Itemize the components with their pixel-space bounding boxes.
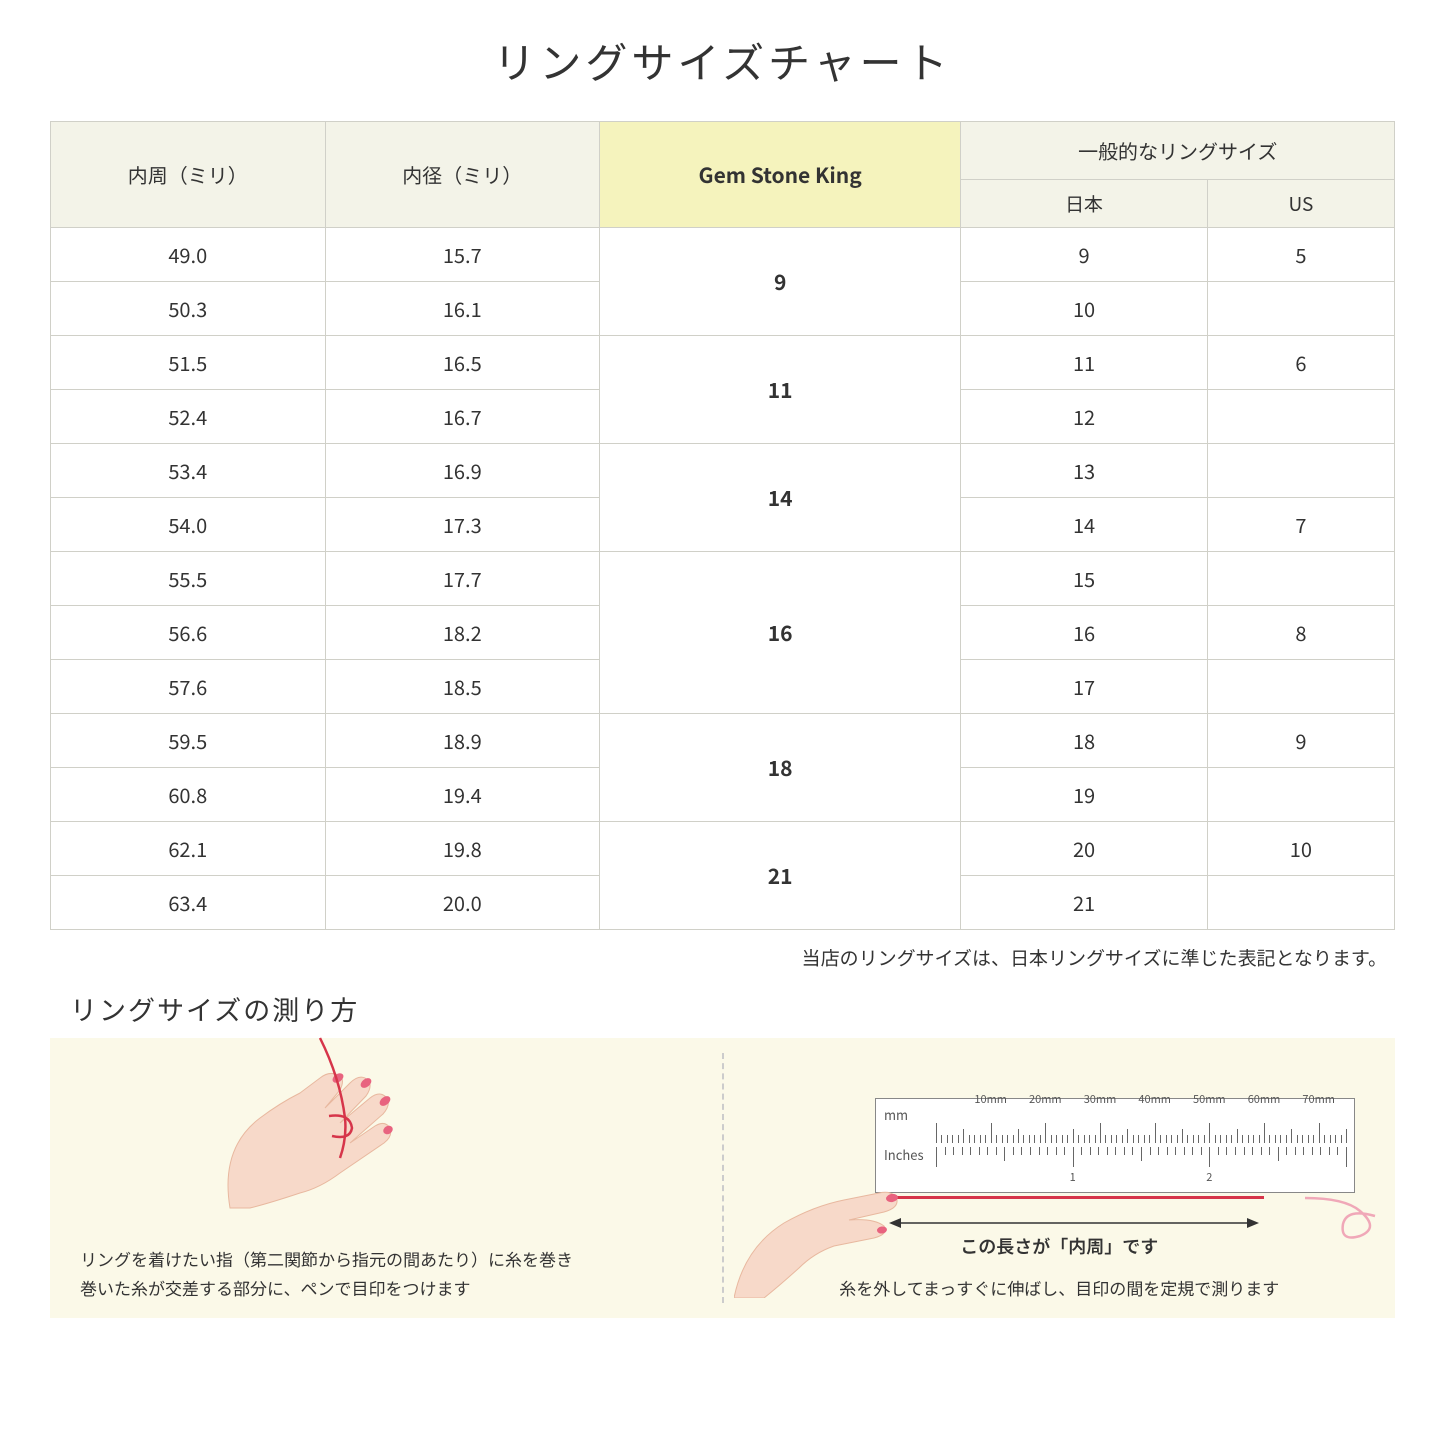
table-row: 53.416.91413	[51, 444, 1395, 498]
cell-circumference: 50.3	[51, 282, 326, 336]
header-diameter: 内径（ミリ）	[325, 122, 600, 228]
cell-us: 6	[1207, 336, 1394, 390]
measurement-arrow	[889, 1213, 1259, 1233]
hand-illustration-1	[190, 1028, 470, 1218]
cell-diameter: 16.1	[325, 282, 600, 336]
cell-diameter: 17.3	[325, 498, 600, 552]
cell-us: 7	[1207, 498, 1394, 552]
cell-circumference: 55.5	[51, 552, 326, 606]
cell-us	[1207, 660, 1394, 714]
cell-japan: 21	[961, 876, 1208, 930]
cell-diameter: 16.7	[325, 390, 600, 444]
cell-japan: 18	[961, 714, 1208, 768]
table-row: 62.119.8212010	[51, 822, 1395, 876]
cell-japan: 13	[961, 444, 1208, 498]
header-gsk: Gem Stone King	[600, 122, 961, 228]
cell-gsk: 21	[600, 822, 961, 930]
cell-diameter: 20.0	[325, 876, 600, 930]
howto-step-2: mm Inches 10mm20mm30mm40mm50mm60mm70mm 1…	[724, 1038, 1396, 1318]
cell-circumference: 51.5	[51, 336, 326, 390]
ruler-in-label: Inches	[884, 1145, 924, 1164]
cell-japan: 9	[961, 228, 1208, 282]
table-row: 49.015.7995	[51, 228, 1395, 282]
cell-circumference: 52.4	[51, 390, 326, 444]
header-circumference: 内周（ミリ）	[51, 122, 326, 228]
header-japan: 日本	[961, 180, 1208, 228]
cell-circumference: 63.4	[51, 876, 326, 930]
page-title: リングサイズチャート	[50, 30, 1395, 91]
cell-us	[1207, 282, 1394, 336]
cell-diameter: 19.8	[325, 822, 600, 876]
cell-japan: 19	[961, 768, 1208, 822]
table-row: 59.518.918189	[51, 714, 1395, 768]
cell-us: 10	[1207, 822, 1394, 876]
header-general: 一般的なリングサイズ	[961, 122, 1395, 180]
cell-gsk: 18	[600, 714, 961, 822]
table-row: 55.517.71615	[51, 552, 1395, 606]
cell-circumference: 54.0	[51, 498, 326, 552]
cell-circumference: 57.6	[51, 660, 326, 714]
cell-us: 9	[1207, 714, 1394, 768]
cell-circumference: 56.6	[51, 606, 326, 660]
cell-circumference: 53.4	[51, 444, 326, 498]
hand-illustration-2	[734, 1168, 914, 1298]
ring-size-table: 内周（ミリ） 内径（ミリ） Gem Stone King 一般的なリングサイズ …	[50, 121, 1395, 930]
cell-japan: 12	[961, 390, 1208, 444]
cell-japan: 14	[961, 498, 1208, 552]
cell-circumference: 49.0	[51, 228, 326, 282]
cell-us	[1207, 876, 1394, 930]
howto-text-1: リングを着けたい指（第二関節から指元の間あたり）に糸を巻き巻いた糸が交差する部分…	[80, 1245, 692, 1303]
cell-gsk: 14	[600, 444, 961, 552]
cell-japan: 15	[961, 552, 1208, 606]
cell-diameter: 18.2	[325, 606, 600, 660]
ruler-mm-label: mm	[884, 1105, 908, 1124]
cell-gsk: 16	[600, 552, 961, 714]
ruler-illustration: mm Inches 10mm20mm30mm40mm50mm60mm70mm 1…	[875, 1098, 1355, 1193]
cell-us	[1207, 768, 1394, 822]
cell-us	[1207, 390, 1394, 444]
cell-japan: 20	[961, 822, 1208, 876]
cell-gsk: 9	[600, 228, 961, 336]
cell-diameter: 18.5	[325, 660, 600, 714]
cell-diameter: 19.4	[325, 768, 600, 822]
cell-japan: 11	[961, 336, 1208, 390]
cell-us	[1207, 444, 1394, 498]
cell-diameter: 15.7	[325, 228, 600, 282]
cell-diameter: 16.5	[325, 336, 600, 390]
cell-us: 5	[1207, 228, 1394, 282]
cell-gsk: 11	[600, 336, 961, 444]
cell-circumference: 59.5	[51, 714, 326, 768]
cell-diameter: 16.9	[325, 444, 600, 498]
cell-us	[1207, 552, 1394, 606]
cell-circumference: 62.1	[51, 822, 326, 876]
table-note: 当店のリングサイズは、日本リングサイズに準じた表記となります。	[50, 944, 1395, 971]
cell-circumference: 60.8	[51, 768, 326, 822]
table-row: 51.516.511116	[51, 336, 1395, 390]
cell-japan: 16	[961, 606, 1208, 660]
cell-diameter: 18.9	[325, 714, 600, 768]
cell-japan: 17	[961, 660, 1208, 714]
howto-panel: リングを着けたい指（第二関節から指元の間あたり）に糸を巻き巻いた糸が交差する部分…	[50, 1038, 1395, 1318]
cell-us: 8	[1207, 606, 1394, 660]
cell-japan: 10	[961, 282, 1208, 336]
cell-diameter: 17.7	[325, 552, 600, 606]
howto-title: リングサイズの測り方	[70, 989, 1395, 1028]
howto-step-1: リングを着けたい指（第二関節から指元の間あたり）に糸を巻き巻いた糸が交差する部分…	[50, 1038, 722, 1318]
header-us: US	[1207, 180, 1394, 228]
thread-line	[884, 1196, 1264, 1199]
